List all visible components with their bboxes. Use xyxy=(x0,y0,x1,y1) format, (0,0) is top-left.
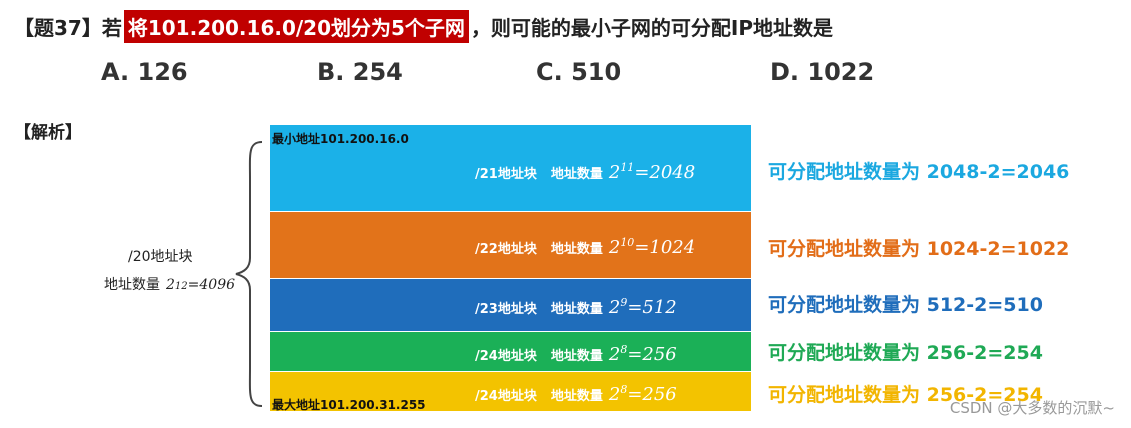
block-23-name: /23地址块 xyxy=(475,302,537,317)
result-21: 可分配地址数量为 2048-2=2046 xyxy=(768,161,1070,183)
block-23-eq: =512 xyxy=(627,297,677,318)
block-24-a-exp: 8 xyxy=(620,343,628,356)
result-24-b: 可分配地址数量为 256-2=254 xyxy=(768,384,1043,406)
max-address-label: 最大地址101.200.31.255 xyxy=(272,398,426,412)
question-line: 【题37】若 将101.200.16.0/20划分为5个子网 ，则可能的最小子网… xyxy=(14,9,834,43)
block-24-a-text: /24地址块 地址数量 28=256 xyxy=(475,343,677,365)
block-24-b-name: /24地址块 xyxy=(475,389,537,404)
block-23: /23地址块 地址数量 29=512 xyxy=(270,279,751,332)
watermark: CSDN @大多数的沉默~ xyxy=(949,399,1115,417)
block-24-b-text: /24地址块 地址数量 28=256 xyxy=(475,383,677,405)
option-b: B. 254 xyxy=(317,58,403,86)
block-22: /22地址块 地址数量 210=1024 xyxy=(270,212,751,279)
question-suffix: ，则可能的最小子网的可分配IP地址数是 xyxy=(470,15,834,40)
block-24-b-eq: =256 xyxy=(627,384,677,405)
parent-block-name: /20地址块 xyxy=(128,249,193,265)
block-21-text: /21地址块 地址数量 211=2048 xyxy=(475,161,695,183)
option-a: A. 126 xyxy=(101,58,188,86)
parent-count-label: 地址数量 xyxy=(104,277,160,293)
parent-count-total: =4096 xyxy=(187,277,236,293)
block-23-base: 2 xyxy=(608,297,621,318)
block-23-exp: 9 xyxy=(620,296,628,309)
curly-brace xyxy=(235,141,263,407)
parent-block-count: 地址数量 2 12 =4096 xyxy=(104,274,235,294)
block-22-base: 2 xyxy=(608,237,621,258)
block-24-a-eq: =256 xyxy=(627,344,677,365)
question-highlight: 将101.200.16.0/20划分为5个子网 xyxy=(123,9,469,43)
question-prefix: 【题37】若 xyxy=(14,15,122,40)
result-22: 可分配地址数量为 1024-2=1022 xyxy=(768,238,1070,260)
analysis-label: 【解析】 xyxy=(14,123,82,143)
block-24-a-base: 2 xyxy=(608,344,621,365)
block-24-b-exp: 8 xyxy=(620,383,628,396)
block-24-a-count-label: 地址数量 xyxy=(550,349,603,364)
block-22-eq: =1024 xyxy=(634,237,696,258)
option-d: D. 1022 xyxy=(770,58,875,86)
option-c: C. 510 xyxy=(536,58,622,86)
parent-count-exp: 12 xyxy=(174,281,188,292)
block-23-text: /23地址块 地址数量 29=512 xyxy=(475,296,677,318)
block-21-exp: 11 xyxy=(620,161,635,174)
block-24-b-count-label: 地址数量 xyxy=(550,389,603,404)
result-23: 可分配地址数量为 512-2=510 xyxy=(768,294,1043,316)
block-21-base: 2 xyxy=(608,162,621,183)
block-24-a-name: /24地址块 xyxy=(475,349,537,364)
result-24-a: 可分配地址数量为 256-2=254 xyxy=(768,342,1043,364)
block-21-count-label: 地址数量 xyxy=(550,167,603,182)
block-21-name: /21地址块 xyxy=(475,167,537,182)
block-22-count-label: 地址数量 xyxy=(550,242,603,257)
block-24-b: /24地址块 地址数量 28=256 最大地址101.200.31.255 xyxy=(270,372,751,412)
block-21: 最小地址101.200.16.0 /21地址块 地址数量 211=2048 xyxy=(270,125,751,212)
block-24-a: /24地址块 地址数量 28=256 xyxy=(270,332,751,372)
block-22-text: /22地址块 地址数量 210=1024 xyxy=(475,236,695,258)
block-23-count-label: 地址数量 xyxy=(550,302,603,317)
min-address-label: 最小地址101.200.16.0 xyxy=(272,132,409,146)
block-22-name: /22地址块 xyxy=(475,242,537,257)
block-24-b-base: 2 xyxy=(608,384,621,405)
block-21-eq: =2048 xyxy=(634,162,696,183)
block-22-exp: 10 xyxy=(620,236,635,249)
parent-count-base: 2 xyxy=(166,277,175,293)
